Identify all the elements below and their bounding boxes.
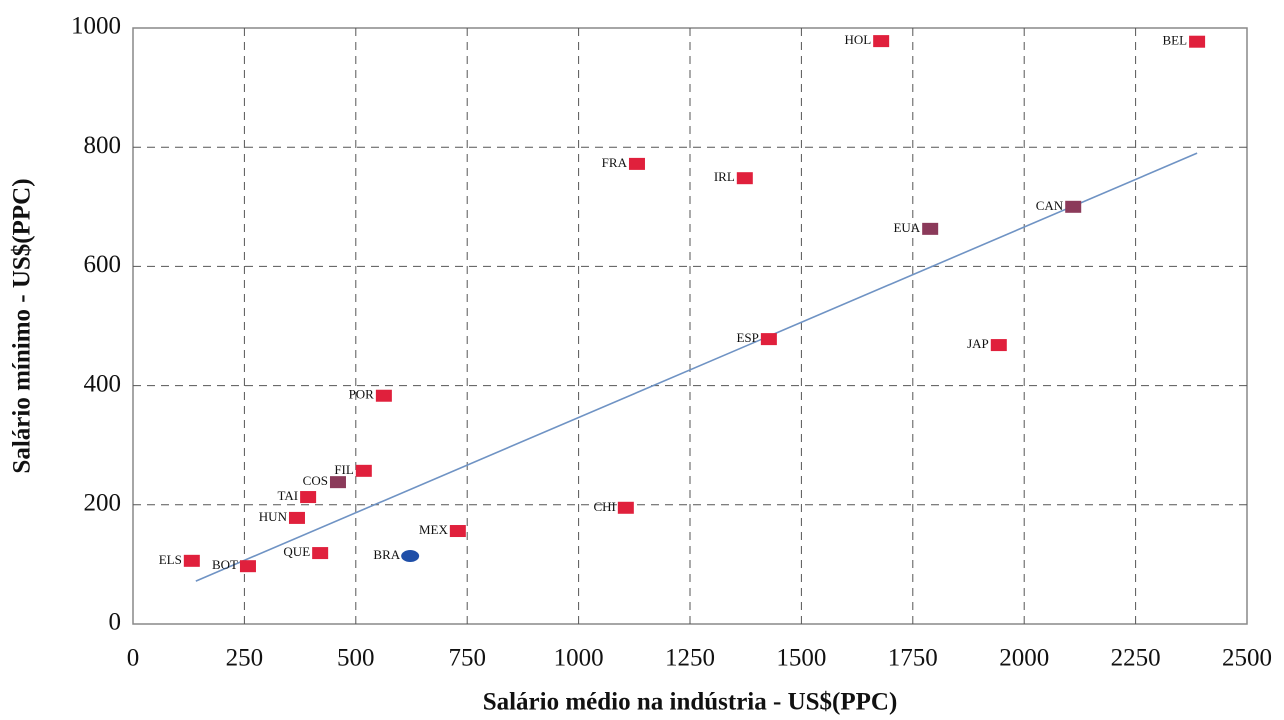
point-label: ELS	[159, 552, 182, 567]
x-tick-label: 1000	[554, 645, 604, 672]
point-label: CAN	[1036, 198, 1064, 213]
x-tick-label: 750	[448, 645, 486, 672]
point	[760, 333, 777, 346]
x-tick-label: 0	[127, 645, 140, 672]
point	[375, 389, 392, 402]
point-label: ESP	[736, 330, 758, 345]
point	[312, 547, 329, 560]
y-tick-label: 800	[84, 132, 122, 159]
point-label: BOT	[212, 557, 238, 572]
point	[990, 339, 1007, 352]
point-label: JAP	[967, 336, 989, 351]
y-tick-label: 1000	[71, 13, 121, 40]
point-label: EUA	[893, 220, 920, 235]
point-label: HOL	[844, 32, 871, 47]
point-label: IRL	[714, 169, 735, 184]
x-tick-label: 1500	[776, 645, 826, 672]
trendline	[195, 152, 1198, 582]
point	[449, 525, 466, 538]
point	[617, 501, 634, 514]
point	[183, 554, 200, 567]
point	[736, 172, 753, 185]
x-axis-label: Salário médio na indústria - US$(PPC)	[483, 689, 898, 716]
y-tick-label: 0	[109, 609, 122, 636]
point-label: TAI	[277, 488, 298, 503]
y-tick-label: 600	[84, 251, 122, 278]
point	[355, 464, 372, 477]
point	[873, 35, 890, 48]
x-tick-label: 2000	[999, 645, 1049, 672]
point-label: FIL	[334, 462, 354, 477]
point	[329, 476, 346, 489]
y-axis-label: Salário mínimo - US$(PPC)	[9, 178, 36, 473]
x-tick-label: 2500	[1222, 645, 1272, 672]
point-label: BRA	[373, 547, 400, 562]
point	[1065, 200, 1082, 213]
point	[288, 511, 305, 524]
point	[401, 550, 420, 563]
point-label: POR	[349, 387, 375, 402]
point-label: FRA	[602, 155, 628, 170]
point	[300, 491, 317, 504]
y-tick-label: 400	[84, 370, 122, 397]
point-label: COS	[303, 473, 328, 488]
point	[239, 560, 256, 573]
x-tick-label: 250	[226, 645, 264, 672]
x-tick-label: 1250	[665, 645, 715, 672]
point	[628, 157, 645, 170]
point-label: MEX	[419, 522, 449, 537]
point-label: HUN	[259, 509, 288, 524]
x-tick-label: 2250	[1111, 645, 1161, 672]
point-label: BEL	[1163, 33, 1188, 48]
point	[922, 222, 939, 235]
point-label: QUE	[283, 544, 310, 559]
point	[1189, 35, 1206, 48]
y-tick-label: 200	[84, 490, 122, 517]
x-tick-label: 500	[337, 645, 375, 672]
x-tick-label: 1750	[888, 645, 938, 672]
point-label: CHI	[593, 499, 615, 514]
